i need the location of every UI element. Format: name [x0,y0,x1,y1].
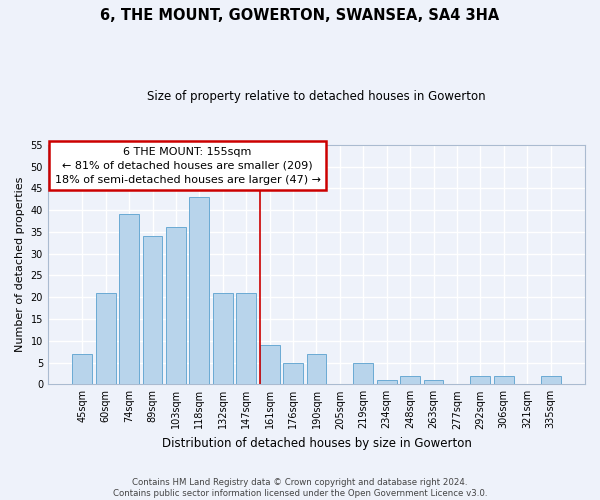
Bar [307,354,326,384]
Bar [190,197,209,384]
Bar [353,362,373,384]
Bar [424,380,443,384]
Bar [400,376,420,384]
Bar [236,293,256,384]
Bar [96,293,116,384]
X-axis label: Distribution of detached houses by size in Gowerton: Distribution of detached houses by size … [161,437,472,450]
Text: 6 THE MOUNT: 155sqm
← 81% of detached houses are smaller (209)
18% of semi-detac: 6 THE MOUNT: 155sqm ← 81% of detached ho… [55,147,320,185]
Bar [494,376,514,384]
Bar [73,354,92,384]
Bar [166,228,186,384]
Bar [541,376,560,384]
Title: Size of property relative to detached houses in Gowerton: Size of property relative to detached ho… [147,90,486,103]
Bar [377,380,397,384]
Text: Contains HM Land Registry data © Crown copyright and database right 2024.
Contai: Contains HM Land Registry data © Crown c… [113,478,487,498]
Bar [470,376,490,384]
Bar [213,293,233,384]
Bar [143,236,163,384]
Bar [283,362,303,384]
Text: 6, THE MOUNT, GOWERTON, SWANSEA, SA4 3HA: 6, THE MOUNT, GOWERTON, SWANSEA, SA4 3HA [100,8,500,22]
Bar [260,345,280,385]
Y-axis label: Number of detached properties: Number of detached properties [15,177,25,352]
Bar [119,214,139,384]
